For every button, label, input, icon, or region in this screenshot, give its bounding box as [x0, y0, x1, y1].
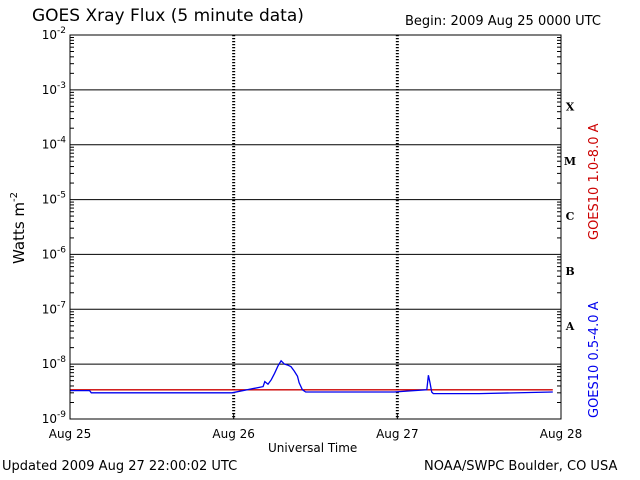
flare-class-m: M [564, 155, 576, 168]
x-tick-label: Aug 25 [49, 427, 92, 441]
flare-class-b: B [565, 265, 574, 278]
day-dividers [232, 35, 399, 419]
begin-time: Begin: 2009 Aug 25 0000 UTC [405, 14, 601, 29]
series-short-channel [70, 359, 553, 395]
y-tick-label: 10-7 [42, 300, 66, 316]
updated-timestamp: Updated 2009 Aug 27 22:00:02 UTC [2, 459, 238, 474]
y-tick-label: 10-2 [42, 26, 66, 42]
chart-title: GOES Xray Flux (5 minute data) [32, 6, 304, 26]
y-tick-label: 10-9 [42, 410, 67, 426]
x-tick-label: Aug 26 [212, 427, 255, 441]
flare-class-x: X [566, 100, 575, 113]
legend-long-channel: GOES10 1.0-8.0 A [587, 123, 602, 240]
y-tick-label: 10-6 [42, 245, 67, 261]
y-tick-labels: 10-9 10-8 10-7 10-6 10-5 10-4 10-3 10-2 [42, 26, 561, 426]
y-tick-label: 10-4 [42, 136, 67, 152]
y-axis-label: Watts m-2 [9, 192, 28, 264]
x-tick-labels: Aug 25 Aug 26 Aug 27 Aug 28 [49, 413, 583, 441]
flare-class-a: A [565, 320, 575, 333]
x-axis-label: Universal Time [268, 441, 358, 455]
credit-text: NOAA/SWPC Boulder, CO USA [424, 459, 618, 474]
flare-class-labels: X M C B A [564, 100, 576, 332]
plot-frame [69, 34, 562, 420]
chart-grid [70, 89, 561, 365]
x-tick-label: Aug 27 [376, 427, 419, 441]
flare-class-c: C [566, 210, 575, 223]
legend-short-channel: GOES10 0.5-4.0 A [587, 301, 602, 418]
svg-text:Watts m-2: Watts m-2 [9, 192, 28, 264]
y-tick-label: 10-5 [42, 191, 66, 207]
y-tick-label: 10-3 [42, 81, 66, 97]
x-tick-label: Aug 28 [540, 427, 583, 441]
y-tick-label: 10-8 [42, 355, 67, 371]
chart-series [70, 359, 553, 395]
